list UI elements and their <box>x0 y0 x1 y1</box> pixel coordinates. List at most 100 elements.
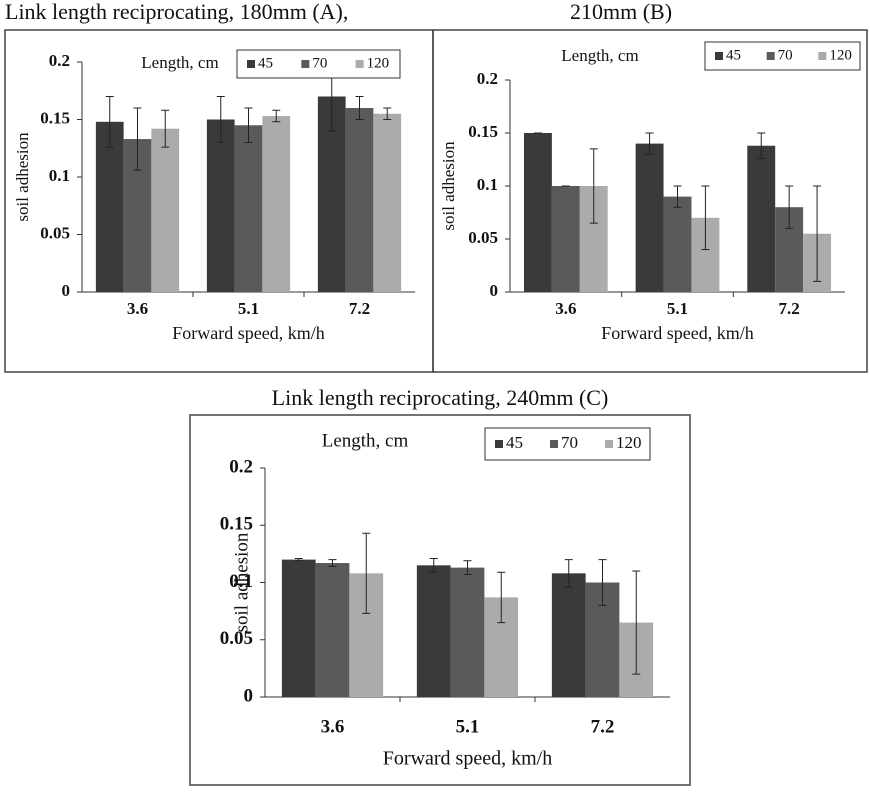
error-bar <box>673 185 682 208</box>
y-tick-label: 0.2 <box>49 51 70 70</box>
legend-swatch <box>247 60 255 68</box>
error-bar <box>564 559 573 588</box>
error-bar <box>328 559 337 567</box>
y-tick-label: 0.15 <box>220 514 253 535</box>
legend-label: 120 <box>367 55 390 71</box>
error-bar <box>355 96 364 120</box>
legend-swatch <box>818 52 827 60</box>
x-axis-title: Forward speed, km/h <box>383 748 552 770</box>
bar <box>234 125 263 292</box>
y-tick-label: 0.1 <box>477 175 498 194</box>
legend-label: 45 <box>258 55 273 71</box>
bar <box>663 196 692 292</box>
y-tick-label: 0 <box>62 281 71 300</box>
legend-box <box>484 427 651 461</box>
error-bar <box>429 557 438 573</box>
error-bar <box>785 185 794 229</box>
error-bar <box>161 109 170 148</box>
legend-swatch <box>355 60 364 68</box>
bar <box>635 143 664 292</box>
y-tick-label: 0.15 <box>40 108 70 127</box>
bar <box>551 573 586 697</box>
bar <box>523 133 552 292</box>
legend-label: 120 <box>616 433 642 452</box>
x-tick-label: 3.6 <box>127 299 148 318</box>
legend-swatch <box>766 52 775 60</box>
error-bar <box>463 560 472 575</box>
error-bar <box>133 107 142 171</box>
x-tick-label: 3.6 <box>555 299 576 318</box>
bar <box>262 116 291 292</box>
bar <box>281 559 316 697</box>
legend-label: 70 <box>561 433 578 452</box>
y-tick-label: 0.05 <box>40 223 70 242</box>
error-bar <box>383 107 392 120</box>
panel-frame <box>189 414 691 786</box>
x-tick-label: 7.2 <box>349 299 370 318</box>
legend-box <box>704 41 861 71</box>
legend-swatch <box>550 440 558 448</box>
y-tick-label: 0.15 <box>468 122 498 141</box>
error-bar <box>757 132 766 159</box>
x-axis-title: Forward speed, km/h <box>172 323 324 343</box>
y-axis-title: soil adhesion <box>439 141 458 231</box>
bar <box>747 145 776 292</box>
y-tick-label: 0.05 <box>468 228 498 247</box>
error-bar <box>632 570 641 675</box>
bar <box>206 119 235 292</box>
error-bar <box>497 571 506 624</box>
x-tick-label: 5.1 <box>238 299 259 318</box>
error-bar <box>813 185 822 282</box>
x-tick-label: 3.6 <box>321 716 345 737</box>
y-tick-label: 0 <box>244 685 254 706</box>
legend-title: Length, cm <box>141 53 218 72</box>
x-tick-label: 5.1 <box>667 299 688 318</box>
chart-title: Link length reciprocating, 240mm (C) <box>272 385 609 410</box>
error-bar <box>645 132 654 155</box>
bar <box>551 186 580 292</box>
legend-label: 70 <box>312 55 327 71</box>
error-bar <box>589 148 598 224</box>
legend-label: 45 <box>726 47 741 63</box>
legend-label: 45 <box>506 433 523 452</box>
bar <box>450 567 485 697</box>
error-bar <box>598 559 607 606</box>
y-tick-label: 0.1 <box>49 166 70 185</box>
y-tick-label: 0 <box>490 281 499 300</box>
legend-label: 70 <box>778 47 793 63</box>
y-tick-label: 0.05 <box>220 628 253 649</box>
bar <box>151 128 180 292</box>
x-tick-label: 5.1 <box>456 716 480 737</box>
y-tick-label: 0.2 <box>477 69 498 88</box>
chart-title: Link length reciprocating, 180mm (A), <box>5 0 348 24</box>
bar <box>345 108 374 292</box>
error-bar <box>294 557 303 562</box>
panel-frame <box>432 29 868 373</box>
x-axis-title: Forward speed, km/h <box>601 323 753 343</box>
error-bar <box>105 96 114 148</box>
legend-swatch <box>715 52 723 60</box>
x-tick-label: 7.2 <box>779 299 800 318</box>
bar <box>95 121 124 292</box>
bar <box>315 563 350 697</box>
y-tick-label: 0.2 <box>229 456 253 477</box>
x-tick-label: 7.2 <box>591 716 615 737</box>
y-tick-label: 0.1 <box>229 571 253 592</box>
bar <box>373 113 402 292</box>
legend-title: Length, cm <box>561 46 638 65</box>
error-bar <box>216 96 225 143</box>
error-bar <box>272 109 281 123</box>
legend-label: 120 <box>829 47 852 63</box>
y-axis-title: soil adhesion <box>13 132 32 222</box>
error-bar <box>244 107 253 143</box>
error-bar <box>362 532 371 614</box>
legend-swatch <box>605 440 613 448</box>
error-bar <box>701 185 710 251</box>
chart-title: 210mm (B) <box>570 0 672 24</box>
bar <box>416 565 451 697</box>
y-axis-title: soil adhesion <box>231 532 252 632</box>
legend-box <box>236 49 401 79</box>
legend-swatch <box>495 440 503 448</box>
legend-swatch <box>301 60 310 68</box>
